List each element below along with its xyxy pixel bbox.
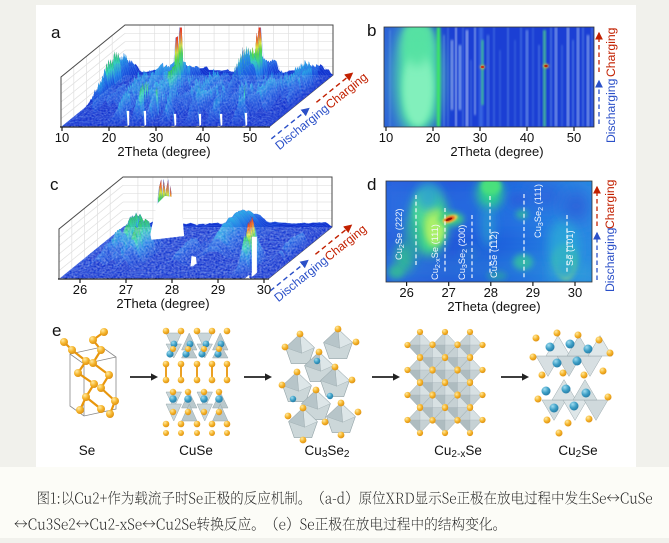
svg-text:28: 28 xyxy=(165,282,179,297)
svg-text:a: a xyxy=(51,23,61,42)
svg-text:CuSe (112): CuSe (112) xyxy=(489,231,499,278)
svg-text:29: 29 xyxy=(526,285,540,300)
svg-text:e: e xyxy=(52,321,61,340)
svg-text:2Theta (degree): 2Theta (degree) xyxy=(447,299,540,314)
svg-text:c: c xyxy=(50,175,59,194)
svg-text:30: 30 xyxy=(149,130,163,145)
svg-text:Charging: Charging xyxy=(603,180,617,229)
svg-text:Cu2-xSe: Cu2-xSe xyxy=(434,443,482,460)
svg-text:CuSe: CuSe xyxy=(179,443,213,458)
svg-text:30: 30 xyxy=(257,282,271,297)
svg-text:b: b xyxy=(367,21,376,40)
svg-text:20: 20 xyxy=(102,130,116,145)
svg-text:27: 27 xyxy=(441,285,455,300)
svg-text:10: 10 xyxy=(379,130,393,145)
svg-text:Discharging: Discharging xyxy=(604,79,618,143)
svg-text:Charging: Charging xyxy=(604,28,618,77)
svg-text:28: 28 xyxy=(484,285,498,300)
svg-text:30: 30 xyxy=(568,285,582,300)
svg-text:Discharging: Discharging xyxy=(603,228,617,292)
svg-text:50: 50 xyxy=(567,130,581,145)
svg-text:2Theta (degree): 2Theta (degree) xyxy=(116,296,209,311)
svg-text:Cu2Se: Cu2Se xyxy=(558,443,597,460)
svg-text:d: d xyxy=(367,175,376,194)
svg-text:Cu3Se2: Cu3Se2 xyxy=(305,443,350,460)
svg-text:29: 29 xyxy=(211,282,225,297)
svg-text:10: 10 xyxy=(55,130,69,145)
svg-text:Cu3Se2 (200): Cu3Se2 (200) xyxy=(457,225,469,280)
svg-text:50: 50 xyxy=(243,130,257,145)
svg-text:Se (101): Se (101) xyxy=(565,230,575,266)
svg-text:40: 40 xyxy=(520,130,534,145)
svg-text:40: 40 xyxy=(196,130,210,145)
svg-text:26: 26 xyxy=(399,285,413,300)
svg-text:2Theta (degree): 2Theta (degree) xyxy=(450,144,543,159)
svg-text:Se: Se xyxy=(79,443,96,458)
svg-text:20: 20 xyxy=(426,130,440,145)
svg-text:30: 30 xyxy=(473,130,487,145)
svg-text:2Theta (degree): 2Theta (degree) xyxy=(117,144,210,159)
svg-text:27: 27 xyxy=(119,282,133,297)
svg-text:26: 26 xyxy=(73,282,87,297)
